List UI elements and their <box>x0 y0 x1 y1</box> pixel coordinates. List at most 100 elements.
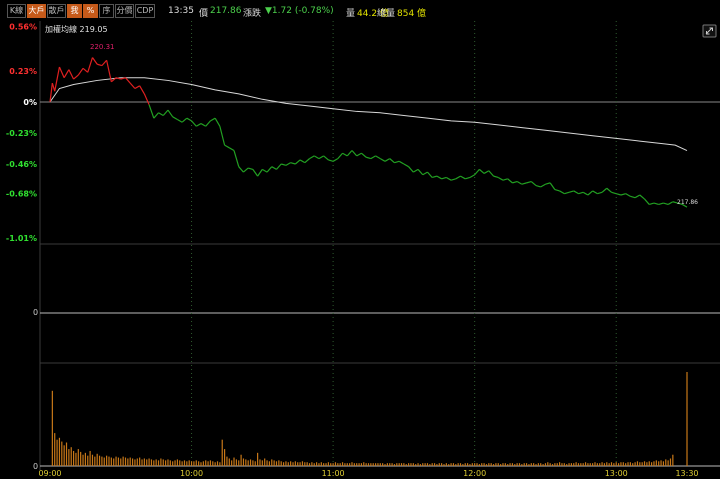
volume-bar <box>405 464 407 466</box>
volume-bar <box>169 460 171 466</box>
volume-bar <box>315 462 318 466</box>
volume-bar <box>193 461 195 466</box>
price-value: 217.86 <box>210 6 242 16</box>
volume-bar <box>231 460 233 466</box>
volume-bar <box>471 463 473 466</box>
volume-bar <box>51 390 53 466</box>
price-line-segment <box>106 60 112 82</box>
volume-bar <box>587 463 589 466</box>
price-line-segment <box>318 155 324 160</box>
volume-bar <box>577 463 580 466</box>
price-line-segment <box>446 176 452 181</box>
volume-bar <box>266 460 268 466</box>
change-label: 漲跌 <box>243 9 262 19</box>
volume-bar <box>606 462 608 466</box>
volume-bar <box>75 452 77 466</box>
volume-bar <box>212 461 214 466</box>
volume-bar <box>424 463 426 466</box>
volume-bar <box>103 457 105 466</box>
tab-4[interactable]: % <box>83 4 98 18</box>
volume-bar <box>410 463 412 466</box>
tab-5[interactable]: 序 <box>99 4 114 18</box>
tab-3[interactable]: 我 <box>67 4 82 18</box>
volume-bar <box>474 463 476 466</box>
price-line-segment <box>143 93 150 105</box>
volume-bar <box>108 456 110 466</box>
price-line-segment <box>54 66 61 92</box>
high-price-label: 220.31 <box>90 43 115 51</box>
volume-bar <box>249 459 252 466</box>
price-line-segment <box>512 180 518 184</box>
volume-bar <box>669 458 672 466</box>
volume-bar <box>245 459 247 466</box>
volume-bar <box>87 455 89 466</box>
volume-bar <box>228 458 230 466</box>
price-line-segment <box>450 178 456 181</box>
price-line-segment <box>568 190 574 193</box>
volume-bar <box>563 463 565 466</box>
volume-bar <box>386 463 388 466</box>
volume-bar <box>226 456 228 466</box>
price-line-segment <box>49 83 53 103</box>
x-tick-label: 12:00 <box>463 469 486 478</box>
volume-bar <box>115 456 117 466</box>
price-line-segment <box>299 159 306 164</box>
price-line-segment <box>559 190 565 195</box>
volume-bar <box>334 462 337 466</box>
price-line-segment <box>73 74 79 80</box>
volume-bar <box>622 462 624 466</box>
volume-bar <box>608 463 610 466</box>
tab-7[interactable]: CDP <box>135 4 155 18</box>
volume-bar <box>113 458 115 466</box>
tab-0[interactable]: K線 <box>7 4 26 18</box>
volume-bar <box>620 462 622 466</box>
volume-bar <box>459 463 462 466</box>
volume-bar <box>122 456 124 466</box>
volume-bar <box>233 457 235 466</box>
volume-bar <box>202 461 204 466</box>
volume-bar <box>294 461 296 466</box>
volume-bar <box>400 463 403 466</box>
price-line-segment <box>290 162 296 165</box>
volume-bar <box>84 452 86 466</box>
volume-bar <box>271 459 273 466</box>
volume-bar <box>172 461 174 466</box>
volume-bar <box>596 463 598 466</box>
price-line-segment <box>564 191 570 195</box>
volume-bar <box>483 463 485 466</box>
volume-bar <box>544 463 547 466</box>
price-line-segment <box>634 194 641 199</box>
tab-2[interactable]: 散戶 <box>47 4 66 18</box>
price-line-segment <box>639 194 645 200</box>
volume-bar <box>167 459 169 466</box>
volume-bar <box>603 463 606 466</box>
link-icon[interactable] <box>702 24 717 38</box>
volume-bar <box>450 463 452 466</box>
price-line-segment <box>616 193 622 196</box>
price-line-segment <box>219 126 226 146</box>
price-line-segment <box>526 180 532 184</box>
y-tick-label: -0.46% <box>6 160 37 169</box>
volume-bar <box>188 460 190 466</box>
x-tick-label: 09:00 <box>38 469 61 478</box>
volume-bar <box>106 455 108 466</box>
price-line-segment <box>177 119 183 123</box>
volume-bar <box>573 463 575 466</box>
volume-bar <box>584 462 587 466</box>
volume-bar <box>525 463 528 466</box>
tab-1[interactable]: 大戶 <box>27 4 46 18</box>
volume-bar <box>327 462 329 466</box>
volume-bar <box>54 433 56 466</box>
price-line-segment <box>573 190 579 195</box>
volume-bar <box>205 460 207 466</box>
volume-bar <box>200 462 202 466</box>
volume-bar <box>651 462 653 466</box>
volume-bar <box>280 461 282 466</box>
volume-bar <box>580 463 582 466</box>
volume-bar <box>514 464 516 466</box>
price-line-segment <box>233 150 240 167</box>
volume-bar <box>627 462 629 466</box>
volume-bar <box>162 459 164 466</box>
tab-6[interactable]: 分價 <box>115 4 134 18</box>
